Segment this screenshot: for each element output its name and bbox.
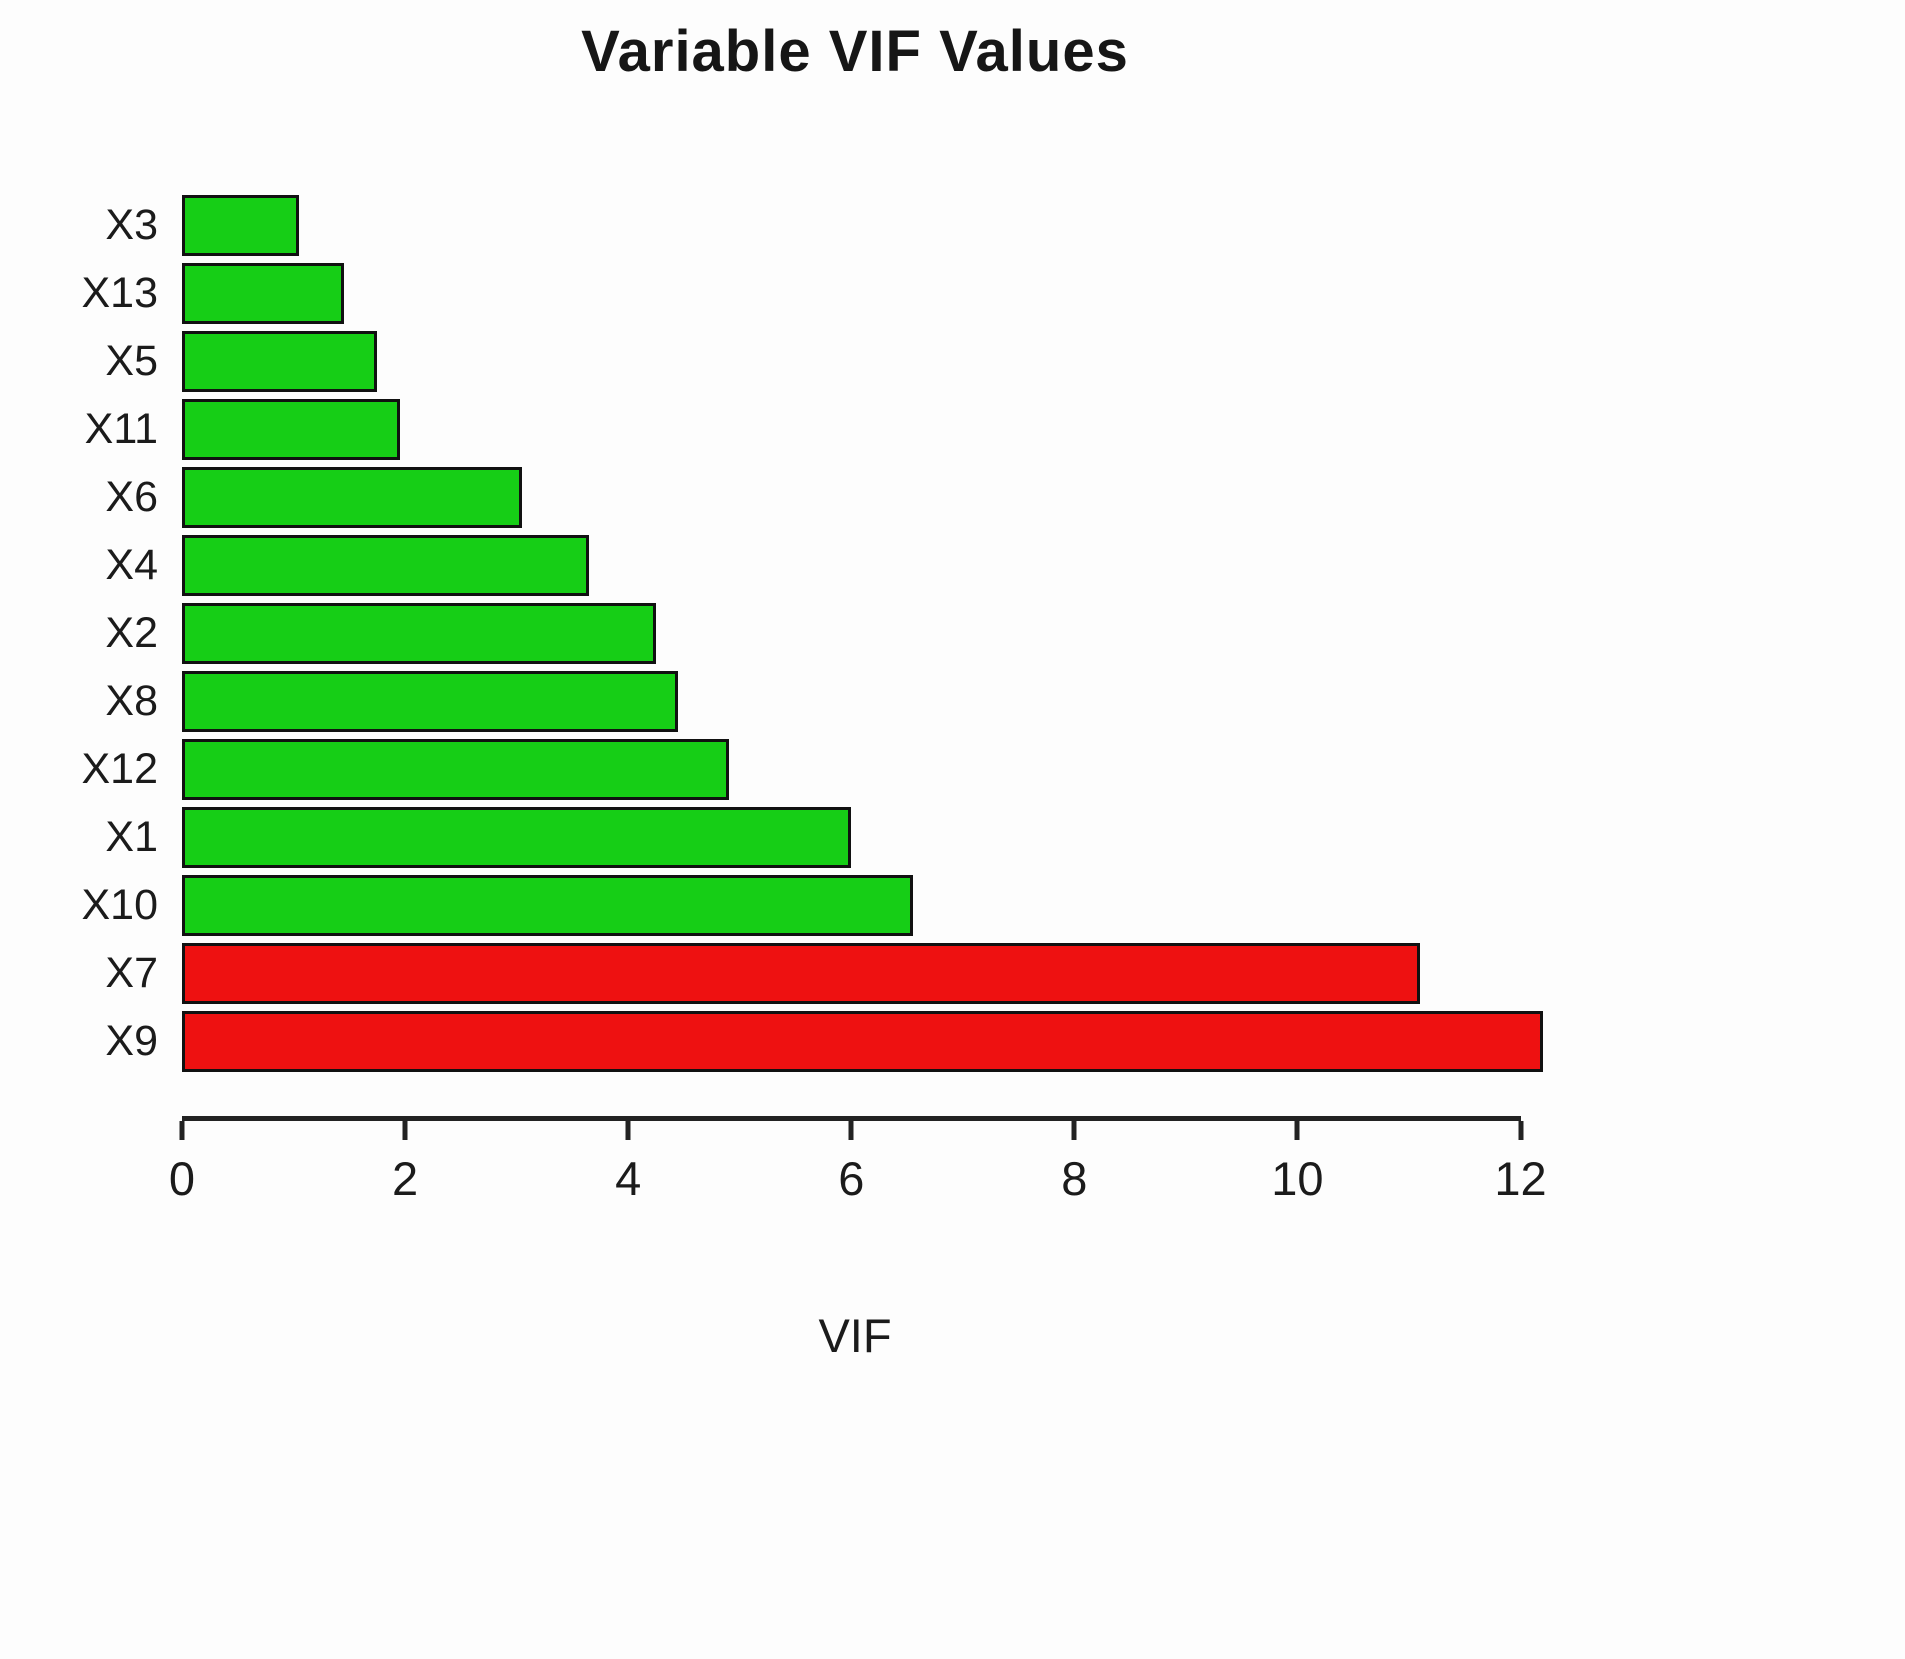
y-axis-tick-label: X4 (105, 540, 158, 589)
y-axis-tick-label: X10 (81, 880, 158, 929)
x-axis-tick-label: 2 (392, 1152, 419, 1205)
y-axis-tick-label: X6 (105, 472, 158, 521)
x-axis-tick-label: 4 (615, 1152, 642, 1205)
y-axis-tick-label: X13 (81, 268, 158, 317)
x-axis-tick-label: 0 (168, 1152, 196, 1205)
bar-row: X4 (0, 531, 1905, 599)
bar-X7 (182, 942, 1421, 1004)
y-axis-tick-label: X7 (105, 948, 158, 997)
bar-X11 (182, 398, 400, 460)
bar-row: X12 (0, 735, 1905, 803)
bar-row: X1 (0, 803, 1905, 871)
chart-title: Variable VIF Values (581, 19, 1129, 84)
bar-X5 (182, 330, 378, 392)
bar-track (182, 262, 1554, 324)
y-axis-tick-label: X3 (105, 200, 158, 249)
x-axis-tick-label: 6 (838, 1152, 865, 1205)
y-axis-tick-label: X1 (105, 812, 158, 861)
bar-row: X11 (0, 395, 1905, 463)
bar-X1 (182, 806, 852, 868)
x-axis-tick-label: 12 (1494, 1152, 1547, 1205)
bar-track (182, 874, 1554, 936)
x-axis-line: 0 2 4 6 8 10 12 (169, 1116, 1547, 1205)
y-axis-tick-label: X9 (105, 1016, 158, 1065)
bar-row: X7 (0, 939, 1905, 1007)
bar-X10 (182, 874, 913, 936)
bar-track (182, 194, 1554, 256)
x-axis-tick-mark (1518, 1121, 1524, 1140)
bar-X9 (182, 1010, 1543, 1072)
bar-X2 (182, 602, 657, 664)
bar-row: X3 (0, 191, 1905, 259)
y-axis-tick-label: X2 (105, 608, 158, 657)
bar-row: X2 (0, 599, 1905, 667)
x-axis-label: VIF (818, 1309, 892, 1362)
x-axis-tick-mark (1294, 1121, 1300, 1140)
bar-track (182, 398, 1554, 460)
bar-X4 (182, 534, 590, 596)
bar-track (182, 738, 1554, 800)
y-axis-tick-label: X8 (105, 676, 158, 725)
x-axis-tick-mark (402, 1121, 408, 1140)
x-axis-tick-mark (1071, 1121, 1077, 1140)
bar-track (182, 466, 1554, 528)
bar-row: X13 (0, 259, 1905, 327)
bar-track (182, 602, 1554, 664)
bar-X6 (182, 466, 523, 528)
y-axis-tick-label: X12 (81, 744, 158, 793)
x-axis-tick-mark (625, 1121, 631, 1140)
bar-track (182, 806, 1554, 868)
bar-X3 (182, 194, 300, 256)
bar-X12 (182, 738, 729, 800)
bar-track (182, 534, 1554, 596)
bar-row: X8 (0, 667, 1905, 735)
x-axis: 0 2 4 6 8 10 12 (169, 1116, 1554, 1216)
bar-X8 (182, 670, 679, 732)
bar-row: X6 (0, 463, 1905, 531)
bar-row: X10 (0, 871, 1905, 939)
y-axis-tick-label: X11 (84, 404, 158, 453)
y-axis-tick-label: X5 (105, 336, 158, 385)
bar-row: X9 (0, 1007, 1905, 1075)
bar-track (182, 330, 1554, 392)
bar-track (182, 1010, 1554, 1072)
bar-row: X5 (0, 327, 1905, 395)
plot-area: X3 X13 X5 X11 X6 X4 X2 X8 X12 X1 X10 X7 X9 (0, 191, 1905, 1075)
bar-X13 (182, 262, 344, 324)
bar-track (182, 942, 1554, 1004)
bar-track (182, 670, 1554, 732)
x-axis-tick-mark (848, 1121, 854, 1140)
x-axis-tick-label: 10 (1271, 1152, 1324, 1205)
x-axis-tick-label: 8 (1061, 1152, 1088, 1205)
x-axis-tick-mark (179, 1121, 185, 1140)
